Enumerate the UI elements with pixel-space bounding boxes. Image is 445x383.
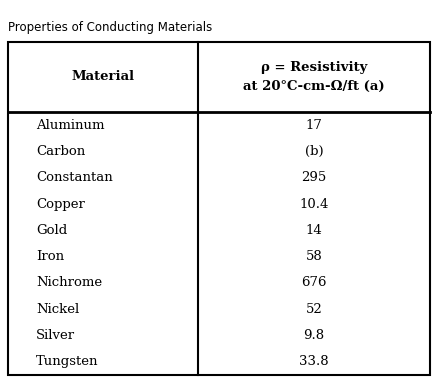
Text: 52: 52 [306,303,322,316]
Text: 9.8: 9.8 [303,329,324,342]
Text: 295: 295 [301,171,327,184]
Text: Aluminum: Aluminum [36,119,105,132]
Bar [8,42,430,375]
Text: 58: 58 [306,250,322,263]
Text: (b): (b) [305,145,324,158]
Text: Properties of Conducting Materials: Properties of Conducting Materials [8,21,212,34]
Text: 14: 14 [306,224,322,237]
Text: Carbon: Carbon [36,145,85,158]
Text: Constantan: Constantan [36,171,113,184]
Text: Nichrome: Nichrome [36,277,102,290]
Text: ρ = Resistivity
at 20°C-cm-Ω/ft (a): ρ = Resistivity at 20°C-cm-Ω/ft (a) [243,62,385,93]
Text: Tungsten: Tungsten [36,355,98,368]
Text: Copper: Copper [36,198,85,211]
Text: 10.4: 10.4 [299,198,329,211]
Text: 33.8: 33.8 [299,355,329,368]
Text: Gold: Gold [36,224,67,237]
Text: Nickel: Nickel [36,303,79,316]
Text: 676: 676 [301,277,327,290]
Text: 17: 17 [306,119,323,132]
Text: Iron: Iron [36,250,64,263]
Text: Material: Material [72,70,134,83]
Text: Silver: Silver [36,329,75,342]
